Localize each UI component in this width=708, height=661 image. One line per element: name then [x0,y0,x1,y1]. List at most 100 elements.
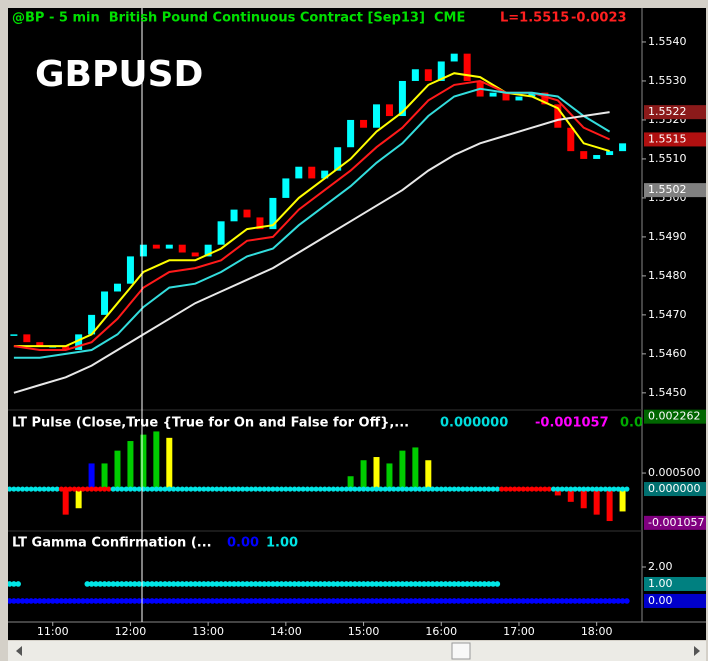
signal-dot [447,598,453,604]
state-dot [503,486,509,492]
scroll-right[interactable] [694,646,700,656]
signal-dot [222,598,229,604]
price-badge [644,482,706,497]
signal-dot [131,598,138,604]
signal-dot [485,581,492,587]
signal-dot [183,581,190,587]
signal-dot [248,581,255,587]
histogram-bar [619,489,626,512]
scroll-left[interactable] [16,646,22,656]
signal-dot [114,581,121,587]
candle [152,244,160,249]
signal-dot [365,598,371,604]
state-dot [481,486,488,492]
signal-dot [494,581,501,587]
signal-dot [265,581,272,587]
signal-dot [97,581,104,587]
state-dot [335,486,341,492]
signal-dot [62,598,69,604]
state-dot [408,486,414,492]
scroll-thumb[interactable] [451,642,471,660]
signal-dot [399,598,406,604]
signal-dot [403,598,410,604]
signal-dot [257,581,263,587]
candle [230,209,238,222]
signal-dot [296,598,302,604]
signal-dot [399,581,406,587]
state-dot [119,486,125,492]
state-dot [391,486,397,492]
price-badge-label: 0.002262 [648,410,701,423]
signal-dot [213,598,220,604]
signal-dot [550,598,557,604]
candle [126,256,134,284]
signal-dot [239,598,246,604]
signal-dot [395,598,401,604]
state-dot [598,486,604,492]
x-tick-label: 18:00 [581,625,613,638]
signal-dot [136,581,142,587]
signal-dot [567,598,574,604]
histogram-bar [412,447,419,490]
state-dot [404,486,410,492]
signal-dot [304,581,311,587]
signal-dot [93,581,99,587]
state-dot [222,486,228,492]
price-badge-label: 0.00 [648,594,673,607]
state-dot [166,486,172,492]
signal-dot [330,581,337,587]
state-dot [41,486,47,492]
signal-dot [555,598,561,604]
signal-dot [378,598,384,604]
signal-dot [8,598,13,604]
histogram-bar [62,489,69,515]
signal-dot [434,598,440,604]
signal-dot [300,598,306,604]
signal-dot [313,598,319,604]
state-dot [624,486,630,492]
signal-dot [175,598,181,604]
state-dot [442,486,449,492]
state-dot [576,486,583,492]
state-dot [533,486,539,492]
state-dot [581,486,587,492]
state-dot [183,486,190,492]
state-dot [322,486,328,492]
candle [282,178,290,198]
state-dot [266,486,272,492]
candle [295,166,303,179]
state-dot [525,486,531,492]
signal-dot [533,598,540,604]
readout: 0.002262 [620,416,688,431]
state-dot [145,486,151,492]
signal-dot [36,598,43,604]
state-dot [611,486,617,492]
state-dot [54,486,60,492]
state-dot [378,486,384,492]
signal-dot [136,598,142,604]
chart-background [8,8,706,640]
price-badge [644,593,706,608]
signal-dot [274,598,281,604]
candle [217,221,225,245]
signal-dot [179,581,186,587]
signal-dot [313,581,319,587]
signal-dot [455,598,462,604]
signal-dot [123,598,129,604]
signal-dot [343,581,350,587]
readout: 0.00 [227,536,259,551]
scrollbar[interactable] [8,641,706,661]
signal-dot [494,598,501,604]
signal-dot [287,598,293,604]
panel-title: LT Pulse (Close,True {True for On and Fa… [12,416,409,431]
price-badge [644,132,706,147]
signal-dot [378,581,384,587]
y-tick-label: 0.000500 [648,466,701,479]
signal-dot [218,598,224,604]
signal-dot [438,581,445,587]
state-dot [58,486,64,492]
state-dot [468,486,475,492]
state-dot [348,486,354,492]
state-dot [201,486,207,492]
signal-dot [360,581,367,587]
